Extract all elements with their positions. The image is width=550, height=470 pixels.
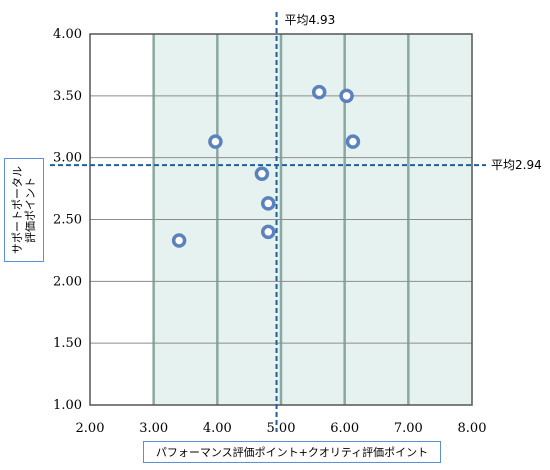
y-tick-label: 3.50 bbox=[53, 89, 82, 104]
data-point bbox=[171, 233, 187, 248]
y-tick-labels: 1.00 1.50 2.00 2.50 3.00 3.50 4.00 bbox=[53, 27, 82, 413]
y-tick-label: 3.00 bbox=[53, 151, 82, 166]
average-y-label: 平均2.94 bbox=[491, 158, 542, 172]
x-axis-title-box: パフォーマンス評価ポイント+クオリティ評価ポイント bbox=[143, 441, 441, 463]
data-point bbox=[261, 224, 276, 240]
data-point bbox=[311, 84, 327, 100]
data-point bbox=[345, 134, 361, 149]
y-axis-title: サポートポータル 評価ポイント bbox=[11, 166, 37, 254]
x-tick-label: 2.00 bbox=[76, 421, 105, 436]
data-point bbox=[254, 166, 270, 181]
x-tick-label: 7.00 bbox=[394, 421, 423, 436]
x-tick-label: 5.00 bbox=[267, 421, 296, 436]
x-tick-label: 8.00 bbox=[458, 421, 487, 436]
y-axis-title-line-2: 評価ポイント bbox=[24, 177, 37, 243]
y-axis-title-line-1: サポートポータル bbox=[11, 166, 24, 254]
y-axis-title-box: サポートポータル 評価ポイント bbox=[4, 158, 44, 262]
x-tick-label: 4.00 bbox=[203, 421, 232, 436]
y-tick-label: 1.00 bbox=[53, 398, 82, 413]
x-tick-labels: 2.00 3.00 4.00 5.00 6.00 7.00 8.00 bbox=[76, 421, 487, 436]
data-point bbox=[261, 196, 276, 211]
y-tick-label: 2.50 bbox=[53, 213, 82, 228]
data-points bbox=[171, 84, 361, 248]
average-x-label: 平均4.93 bbox=[285, 13, 336, 27]
x-axis-title: パフォーマンス評価ポイント+クオリティ評価ポイント bbox=[155, 446, 429, 459]
plot-frame bbox=[89, 33, 473, 406]
x-tick-label: 6.00 bbox=[330, 421, 359, 436]
y-tick-label: 4.00 bbox=[53, 27, 82, 42]
x-tick-label: 3.00 bbox=[139, 421, 168, 436]
y-tick-label: 1.50 bbox=[53, 336, 82, 351]
data-point bbox=[339, 88, 354, 104]
y-tick-label: 2.00 bbox=[53, 274, 82, 289]
data-point bbox=[208, 134, 223, 149]
